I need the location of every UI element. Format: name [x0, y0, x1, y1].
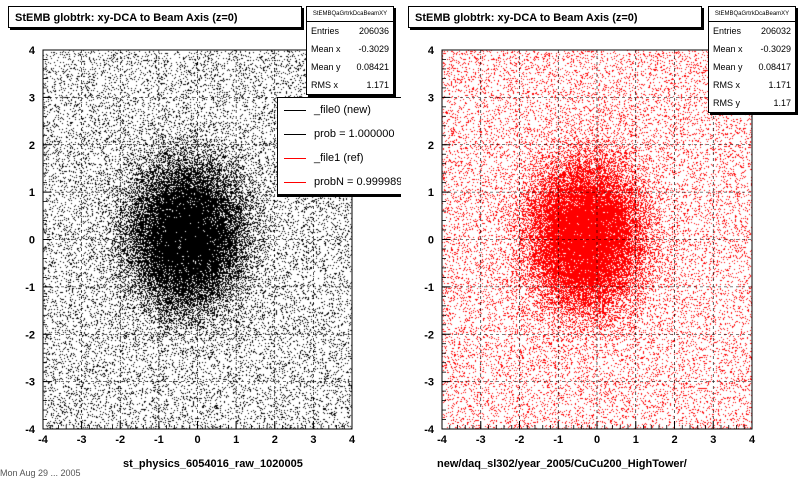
x-tick-label: 2: [272, 434, 278, 446]
stats-row-mean-y: Mean y 0.08421: [311, 62, 389, 72]
x-tick-label: -3: [77, 434, 87, 446]
stats-row-mean-y: Mean y 0.08417: [713, 62, 791, 72]
y-tick-label: 4: [29, 45, 36, 57]
y-tick-label: -4: [424, 424, 435, 436]
histogram-panel-right: -4 -3 -2 -1 0 1 2 3 4 -4 -3 -2 -1 0 1 2 3 4 StEMB globtrk…: [400, 0, 800, 480]
x-tick-label: -4: [437, 434, 448, 446]
y-tick-label: 4: [428, 45, 435, 57]
legend-item-prob: prob = 1.000000: [278, 122, 401, 146]
x-tick-label: -1: [154, 434, 164, 446]
chart-title-left: StEMB globtrk: xy-DCA to Beam Axis (z=0): [8, 6, 302, 28]
x-tick-label: 0: [194, 434, 200, 446]
scatter-plot-right: -4 -3 -2 -1 0 1 2 3 4 -4 -3 -2 -1 0 1 2 3 4: [424, 45, 756, 446]
legend-line-red: [284, 182, 306, 183]
x-tick-label: -2: [115, 434, 125, 446]
y-tick-label: 3: [29, 92, 35, 104]
legend-item-file1: _file1 (ref): [278, 146, 401, 170]
legend-box: _file0 (new) prob = 1.000000 _file1 (ref…: [277, 97, 401, 195]
legend-item-file0: _file0 (new): [278, 98, 401, 122]
y-tick-label: -1: [424, 282, 434, 294]
x-tick-label: 1: [633, 434, 639, 446]
legend-line-red: [284, 158, 306, 159]
y-tick-label: -3: [25, 377, 35, 389]
legend-item-probn: probN = 0.999989: [278, 170, 401, 194]
legend-line-black: [284, 110, 306, 111]
stats-row-entries: Entries 206032: [713, 26, 791, 36]
x-tick-label: 4: [349, 434, 356, 446]
stats-box-left: StEMBQaGrtrkDcaBeamXY Entries 206036 Mean…: [306, 6, 394, 95]
x-tick-label: 2: [671, 434, 677, 446]
x-tick-label: 4: [749, 434, 756, 446]
legend-line-black: [284, 134, 306, 135]
y-tick-label: 1: [29, 187, 35, 199]
stats-row-rms-x: RMS x 1.171: [311, 80, 389, 90]
y-tick-label: -3: [424, 377, 434, 389]
stats-row-rms-y: RMS y 1.17: [713, 98, 791, 108]
x-tick-label: -1: [553, 434, 563, 446]
stats-row-mean-x: Mean x -0.3029: [713, 44, 791, 54]
y-tick-label: 1: [428, 187, 434, 199]
x-axis-title-right: new/daq_sl302/year_2005/CuCu200_HighTowe…: [437, 458, 687, 470]
stats-row-rms-x: RMS x 1.171: [713, 80, 791, 90]
y-tick-label: -2: [25, 329, 35, 341]
histogram-panel-left: -4 -3 -2 -1 0 1 2 3 4 -4 -3 -2 -1 0 1 2 3 4 StEMB globtrk…: [0, 6, 401, 478]
stats-row-entries: Entries 206036: [311, 26, 389, 36]
x-tick-label: 3: [710, 434, 716, 446]
y-tick-label: 2: [428, 140, 434, 152]
stats-name: StEMBQaGrtrkDcaBeamXY: [307, 7, 393, 22]
y-tick-label: 3: [428, 92, 434, 104]
x-tick-label: 3: [310, 434, 316, 446]
y-tick-label: 0: [29, 235, 35, 247]
x-tick-label: -2: [515, 434, 525, 446]
y-tick-label: -1: [25, 282, 35, 294]
chart-title-right: StEMB globtrk: xy-DCA to Beam Axis (z=0): [408, 6, 702, 28]
x-tick-label: 0: [594, 434, 600, 446]
x-tick-label: -4: [38, 434, 49, 446]
y-tick-label: 2: [29, 140, 35, 152]
x-tick-label: -3: [476, 434, 486, 446]
y-tick-label: -4: [25, 424, 36, 436]
y-tick-label: -2: [424, 329, 434, 341]
stats-name: StEMBQaGrtrkDcaBeamXY: [709, 7, 795, 22]
x-tick-label: 1: [233, 434, 239, 446]
stats-row-mean-x: Mean x -0.3029: [311, 44, 389, 54]
stats-box-right: StEMBQaGrtrkDcaBeamXY Entries 206032 Mean…: [708, 6, 796, 113]
date-stamp: Mon Aug 29 ... 2005: [0, 468, 81, 478]
y-tick-label: 0: [428, 235, 434, 247]
x-axis-title-left: st_physics_6054016_raw_1020005: [123, 458, 303, 470]
